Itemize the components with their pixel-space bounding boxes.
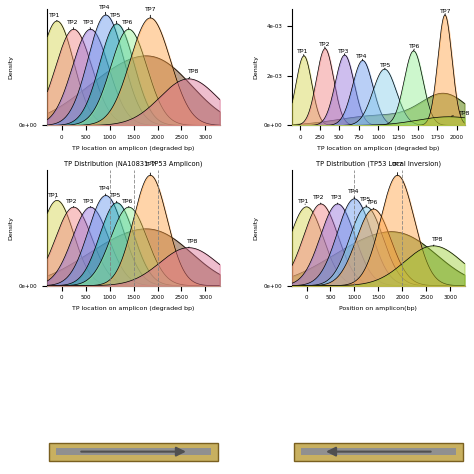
- Text: TP3: TP3: [83, 199, 95, 207]
- Text: TP4: TP4: [356, 54, 368, 61]
- Text: TP3: TP3: [83, 20, 95, 29]
- Text: TP2: TP2: [66, 199, 78, 207]
- Text: TP6: TP6: [367, 201, 378, 209]
- Y-axis label: Density: Density: [9, 216, 13, 240]
- X-axis label: Position on amplicon(bp): Position on amplicon(bp): [339, 306, 417, 311]
- Text: TP5: TP5: [381, 63, 392, 69]
- Y-axis label: Density: Density: [253, 216, 258, 240]
- Text: TP2: TP2: [66, 20, 78, 29]
- Text: TP7: TP7: [145, 163, 156, 175]
- Text: TP1: TP1: [298, 199, 310, 204]
- Text: TP4: TP4: [348, 189, 359, 199]
- Title: TP Distribution (NA10831 TP53 Amplicon): TP Distribution (NA10831 TP53 Amplicon): [64, 161, 203, 167]
- Text: TP7: TP7: [392, 162, 403, 175]
- Text: TP5: TP5: [360, 197, 371, 207]
- Bar: [56, 448, 211, 456]
- Text: TP1: TP1: [297, 49, 309, 56]
- Text: TP5: TP5: [110, 193, 121, 203]
- X-axis label: TP location on amplicon (degraded bp): TP location on amplicon (degraded bp): [317, 146, 439, 151]
- Text: TP8: TP8: [187, 239, 198, 247]
- Text: TP6: TP6: [122, 199, 134, 207]
- Bar: [301, 448, 456, 456]
- Text: TP5: TP5: [110, 13, 121, 24]
- X-axis label: TP location on amplicon (degraded bp): TP location on amplicon (degraded bp): [73, 306, 195, 311]
- Text: TP2: TP2: [319, 42, 330, 49]
- Text: TP6: TP6: [410, 44, 421, 51]
- Text: TP1: TP1: [49, 13, 60, 21]
- Text: TP6: TP6: [122, 20, 134, 29]
- Title: TP Distribution (TP53 Local Inversion): TP Distribution (TP53 Local Inversion): [316, 161, 441, 167]
- Y-axis label: Density: Density: [9, 55, 13, 80]
- Text: TP7: TP7: [440, 9, 451, 15]
- Text: TP8: TP8: [452, 111, 470, 116]
- Bar: [49, 443, 218, 461]
- Text: TP7: TP7: [145, 8, 156, 18]
- Bar: [294, 443, 463, 461]
- X-axis label: TP location on amplicon (degraded bp): TP location on amplicon (degraded bp): [73, 146, 195, 151]
- Text: TP2: TP2: [313, 195, 325, 204]
- Text: TP4: TP4: [99, 186, 110, 195]
- Text: TP1: TP1: [48, 193, 60, 198]
- Text: TP3: TP3: [330, 195, 342, 204]
- Text: TP3: TP3: [338, 48, 350, 55]
- Text: TP8: TP8: [188, 70, 199, 79]
- Y-axis label: Density: Density: [253, 55, 258, 80]
- Text: TP4: TP4: [99, 5, 110, 15]
- Text: TP8: TP8: [431, 237, 443, 246]
